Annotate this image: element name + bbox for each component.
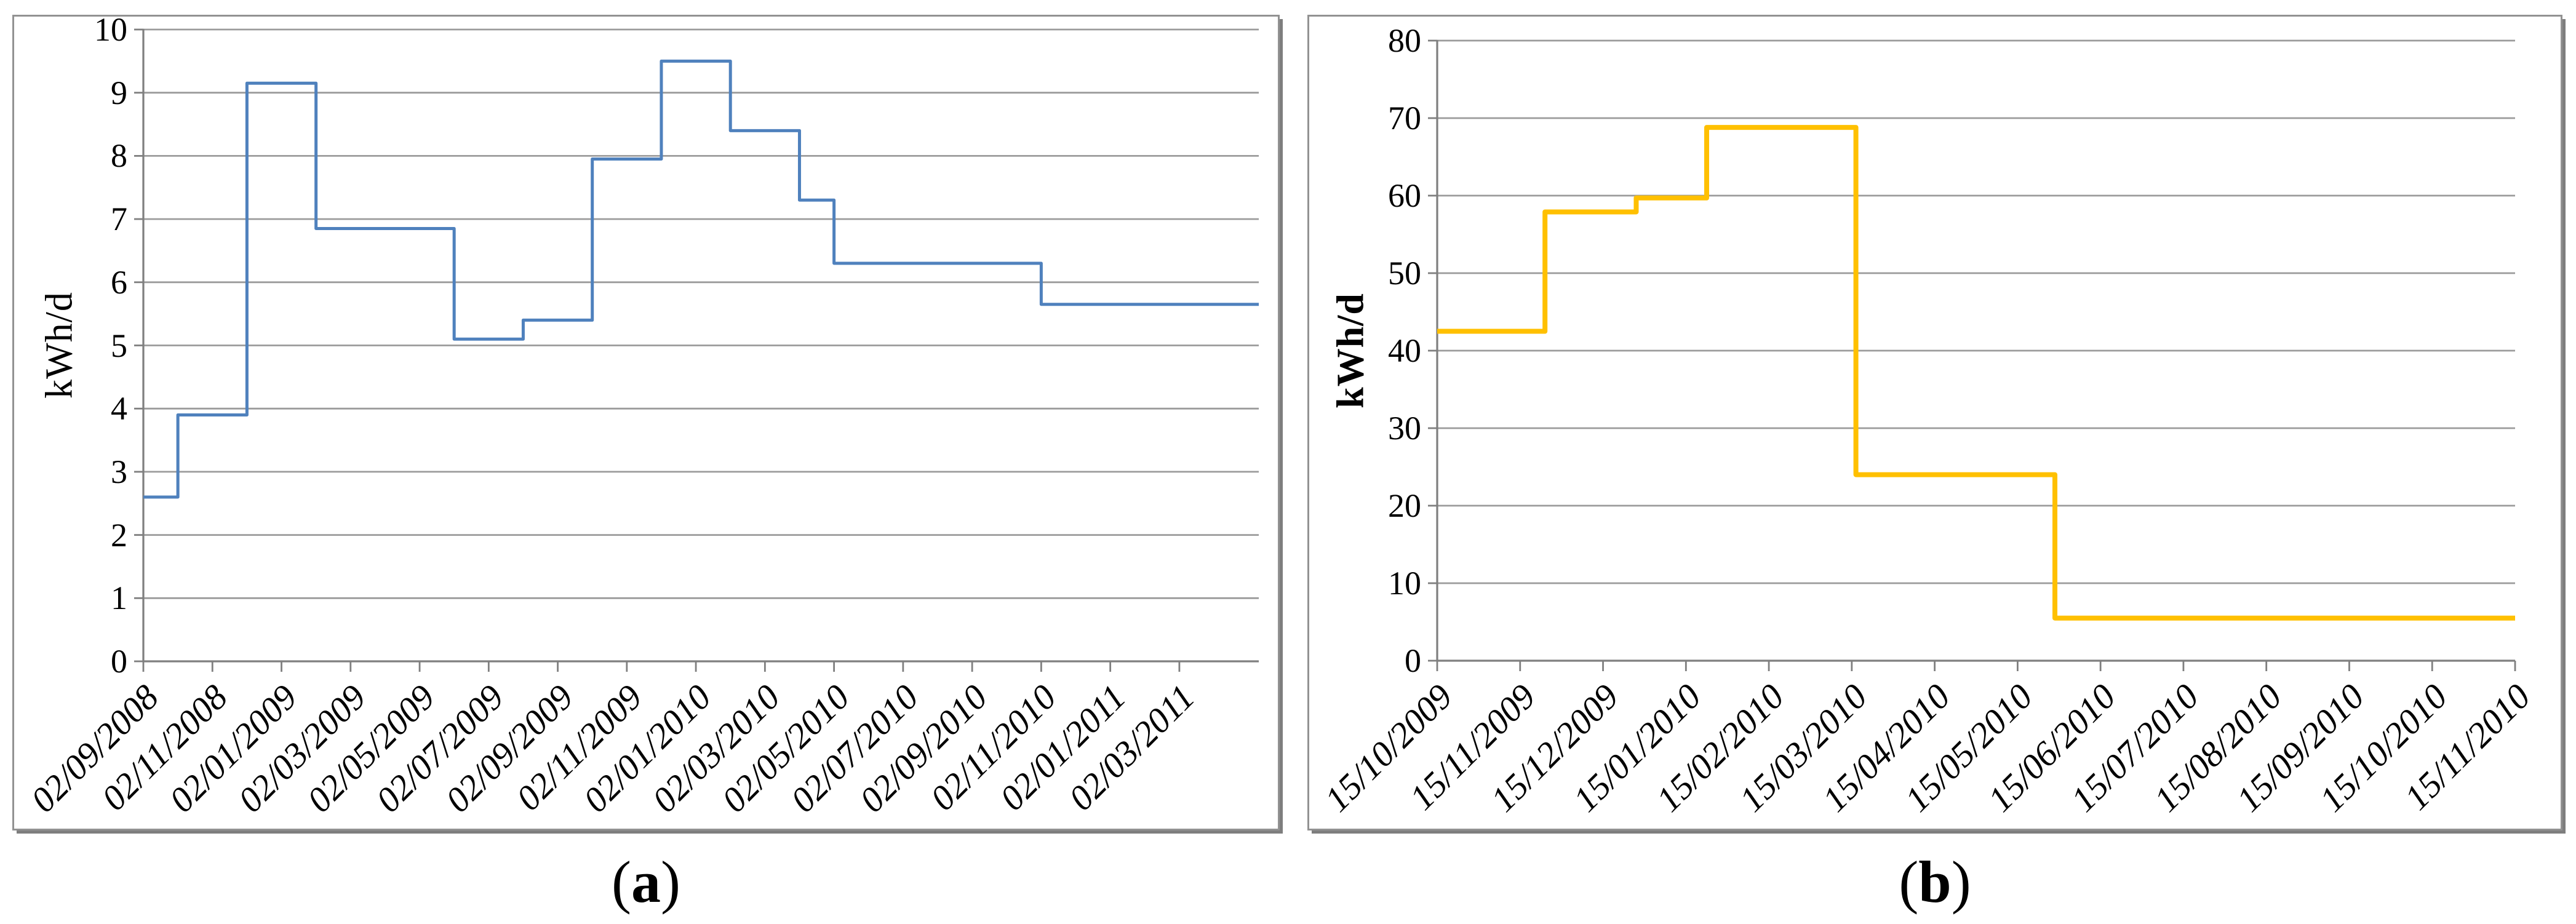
y-tick-label: 0 (111, 643, 127, 680)
chart-panel-b: kWh/d 0 10 20 30 40 50 60 70 80 15/10/2009 15/11/2… (1307, 15, 2562, 830)
caption-b-letter: b (1918, 849, 1952, 915)
y-tick-label: 20 (1388, 487, 1421, 524)
caption-a-open-paren: ( (612, 849, 631, 915)
caption-b: (b) (1307, 848, 2562, 916)
y-tick-label: 50 (1388, 255, 1421, 292)
y-tick-label: 60 (1388, 177, 1421, 214)
y-tick-label: 5 (111, 327, 127, 364)
series-step-line-b (1437, 125, 2515, 621)
y-tick-label: 10 (1388, 565, 1421, 602)
caption-a: (a) (12, 848, 1280, 916)
chart-b-canvas (1428, 39, 2516, 671)
caption-b-open-paren: ( (1899, 849, 1919, 915)
y-tick-label: 80 (1388, 22, 1421, 59)
y-tick-label: 3 (111, 453, 127, 490)
chart-panel-a: kWh/d 0 1 2 3 4 5 6 7 8 9 10 02/09/2008 02/11/2008 02… (12, 11, 1280, 830)
y-tick-label: 4 (111, 390, 127, 428)
y-tick-label: 2 (111, 516, 127, 554)
caption-b-close-paren: ) (1951, 849, 1971, 915)
y-tick-label: 40 (1388, 332, 1421, 369)
y-tick-label: 10 (94, 11, 127, 48)
series-step-line-a (143, 59, 1259, 499)
y-tick-label: 30 (1388, 410, 1421, 447)
caption-a-letter: a (631, 849, 661, 915)
y-tick-label: 9 (111, 74, 127, 111)
y-tick-label: 70 (1388, 100, 1421, 137)
y-tick-label: 8 (111, 137, 127, 175)
y-tick-label: 6 (111, 263, 127, 301)
y-tick-label: 1 (111, 579, 127, 617)
y-tick-label: 0 (1405, 642, 1421, 679)
y-tick-label: 7 (111, 201, 127, 238)
caption-a-close-paren: ) (661, 849, 680, 915)
chart-a-canvas (134, 28, 1259, 672)
